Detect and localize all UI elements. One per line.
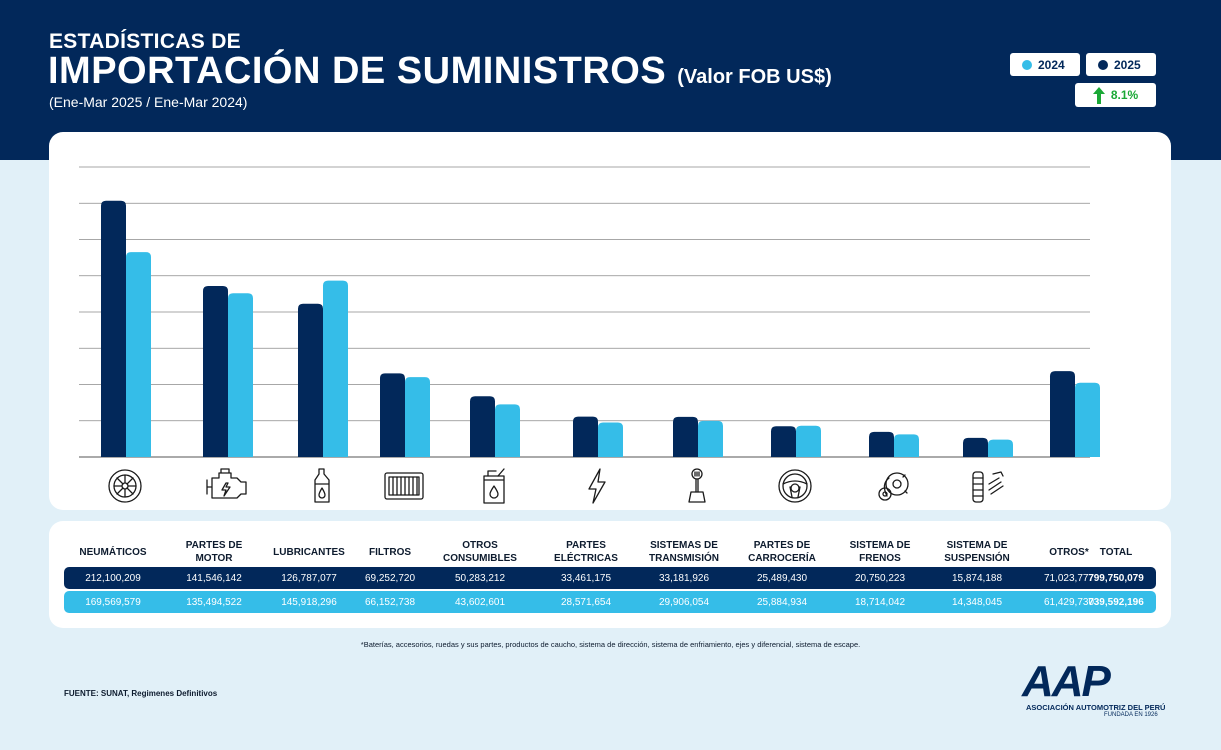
table-cell: 18,714,042 — [854, 596, 906, 608]
table-cell: 799,750,079 — [1088, 572, 1144, 584]
gear-shift-icon — [688, 468, 706, 503]
table-cell: 50,283,212 — [454, 572, 506, 584]
table-cell: 25,489,430 — [756, 572, 808, 584]
bar-2025-10 — [1050, 371, 1075, 457]
legend-item-2025: 2025 — [1086, 53, 1156, 76]
aap-logo: AAP — [1022, 657, 1111, 706]
bar-2024-5 — [598, 422, 623, 457]
table-header: OTROS CONSUMIBLES — [443, 540, 517, 564]
growth-value: 8.1% — [1110, 88, 1139, 102]
bar-2024-1 — [228, 293, 253, 457]
table-cell: 25,884,934 — [756, 596, 808, 608]
bar-2025-4 — [470, 396, 495, 457]
engine-icon — [206, 468, 247, 499]
table-header: SISTEMAS DE TRANSMISIÓN — [649, 540, 719, 564]
title-line-2: IMPORTACIÓN DE SUMINISTROS — [48, 50, 667, 92]
page-title: IMPORTACIÓN DE SUMINISTROS (Valor FOB US… — [48, 50, 832, 93]
table-cell: 126,787,077 — [281, 572, 337, 584]
suspension-icon — [972, 471, 1004, 503]
bar-2024-2 — [323, 280, 348, 457]
table-header: PARTES DE MOTOR — [185, 540, 243, 564]
table-cell: 29,906,054 — [658, 596, 710, 608]
bar-2024-8 — [894, 434, 919, 457]
table-header: TOTAL — [1099, 546, 1133, 558]
jerrycan-icon — [483, 468, 505, 504]
table-cell: 28,571,654 — [560, 596, 612, 608]
bar-chart — [79, 166, 1100, 504]
table-header: SISTEMA DE FRENOS — [849, 540, 911, 564]
footnote: *Baterías, accesorios, ruedas y sus part… — [360, 640, 861, 649]
table-cell: 135,494,522 — [186, 596, 242, 608]
bar-2024-9 — [988, 439, 1013, 457]
table-cell: 141,546,142 — [186, 572, 242, 584]
legend-label-2025: 2025 — [1114, 57, 1141, 72]
growth-badge: 8.1% — [1075, 83, 1156, 107]
table-cell: 169,569,579 — [85, 596, 141, 608]
table-cell: 20,750,223 — [854, 572, 906, 584]
legend-item-2024: 2024 — [1010, 53, 1080, 76]
arrow-up-icon — [1092, 86, 1105, 104]
bar-2024-4 — [495, 404, 520, 457]
table-cell: 69,252,720 — [364, 572, 416, 584]
logo-subtitle: ASOCIACIÓN AUTOMOTRIZ DEL PERÚ — [1026, 703, 1166, 712]
filter-icon — [384, 472, 424, 500]
tire-icon — [108, 469, 142, 503]
title-line-1: ESTADÍSTICAS DE — [49, 30, 241, 53]
table-header: NEUMÁTICOS — [79, 546, 147, 558]
bar-2024-6 — [698, 420, 723, 457]
legend-label-2024: 2024 — [1038, 57, 1065, 72]
oil-bottle-icon — [314, 468, 330, 503]
bar-2025-5 — [573, 416, 598, 457]
table-cell: 33,461,175 — [560, 572, 612, 584]
table-cell: 61,429,730 — [1043, 596, 1095, 608]
table-cell: 739,592,196 — [1088, 596, 1144, 608]
table-header: FILTROS — [368, 546, 412, 558]
bar-2024-7 — [796, 425, 821, 457]
table-header: SISTEMA DE SUSPENSIÓN — [944, 540, 1010, 564]
bar-2025-7 — [771, 426, 796, 457]
source-note: FUENTE: SUNAT, Regimenes Definitivos — [64, 689, 218, 698]
table-cell: 14,348,045 — [951, 596, 1003, 608]
table-cell: 43,602,601 — [454, 596, 506, 608]
table-cell: 33,181,926 — [658, 572, 710, 584]
lightning-icon — [588, 468, 606, 504]
bar-2024-0 — [126, 252, 151, 457]
chart-card — [49, 132, 1171, 510]
table-row — [64, 591, 1156, 613]
bar-2025-1 — [203, 285, 228, 457]
table-header: OTROS* — [1049, 546, 1089, 558]
bar-2025-0 — [101, 200, 126, 457]
bar-2024-10 — [1075, 382, 1100, 457]
bar-2025-8 — [869, 431, 894, 457]
brake-disc-icon — [878, 472, 909, 501]
logo-founded: FUNDADA EN 1926 — [1104, 712, 1158, 718]
table-header: PARTES DE CARROCERÍA — [748, 540, 816, 564]
title-unit: (Valor FOB US$) — [677, 66, 832, 88]
table-header: PARTES ELÉCTRICAS — [554, 540, 618, 564]
data-table: NEUMÁTICOS PARTES DE MOTOR LUBRICANTES FILT… — [49, 521, 1171, 628]
bar-2025-6 — [673, 416, 698, 457]
table-cell: 212,100,209 — [85, 572, 141, 584]
bar-2024-3 — [405, 377, 430, 457]
legend-dot-2024 — [1022, 59, 1032, 70]
bar-2025-9 — [963, 437, 988, 457]
table-cell: 66,152,738 — [364, 596, 416, 608]
table-cell: 145,918,296 — [281, 596, 337, 608]
legend-dot-2025 — [1098, 59, 1108, 70]
period-subtitle: (Ene-Mar 2025 / Ene-Mar 2024) — [49, 94, 248, 110]
table-cell: 71,023,777 — [1043, 572, 1095, 584]
bar-2025-2 — [298, 303, 323, 457]
bar-2025-3 — [380, 373, 405, 457]
table-header: LUBRICANTES — [273, 546, 345, 558]
table-cell: 15,874,188 — [951, 572, 1003, 584]
steering-wheel-icon — [778, 469, 812, 503]
table-row — [64, 567, 1156, 589]
